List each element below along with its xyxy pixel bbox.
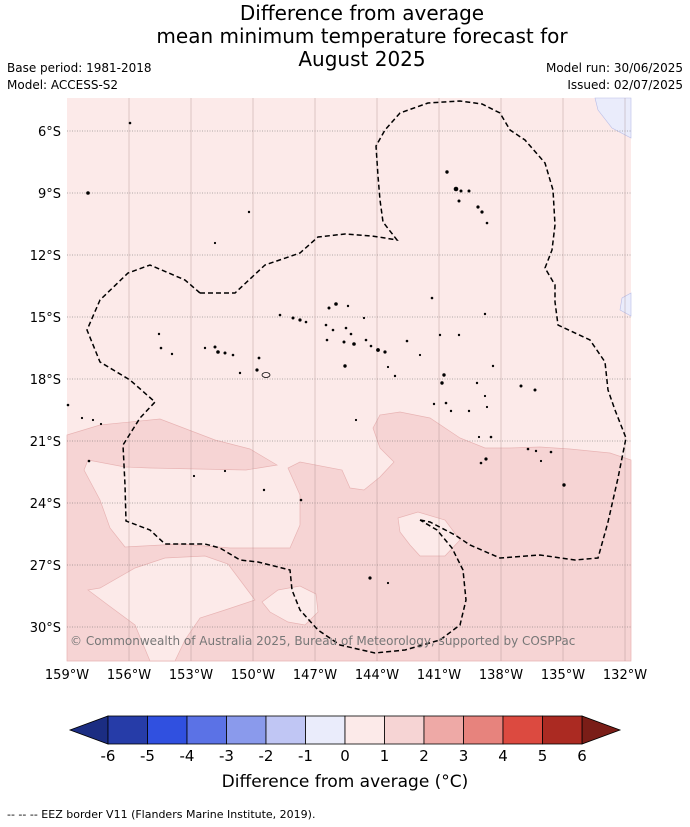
meta-right: Model run: 30/06/2025 Issued: 02/07/2025 bbox=[546, 60, 683, 94]
colorbar-swatch bbox=[423, 715, 464, 745]
lon-label: 144°W bbox=[355, 668, 399, 683]
lat-label: 30°S bbox=[30, 621, 61, 636]
mild-pocket-east bbox=[397, 511, 461, 557]
colorbar-swatch bbox=[305, 715, 346, 745]
lat-label: 27°S bbox=[30, 559, 61, 574]
lon-label: 132°W bbox=[603, 668, 647, 683]
colorbar-under-arrow bbox=[68, 715, 109, 745]
colorbar-swatch bbox=[344, 715, 385, 745]
colorbar-tick-label: -1 bbox=[298, 747, 313, 765]
lat-label: 12°S bbox=[30, 249, 61, 264]
colorbar-swatch bbox=[107, 715, 148, 745]
colorbar-tick-label: -2 bbox=[259, 747, 274, 765]
lat-labels: 6°S 9°S 12°S 15°S 18°S 21°S 24°S 27°S 30… bbox=[30, 125, 61, 636]
colorbar-tick-label: -3 bbox=[219, 747, 234, 765]
colorbar-swatch bbox=[147, 715, 188, 745]
meridians bbox=[128, 98, 626, 661]
colorbar-swatch bbox=[542, 715, 583, 745]
colorbar-swatch bbox=[502, 715, 543, 745]
colorbar-tick-label: 3 bbox=[459, 747, 469, 765]
issued-date: Issued: 02/07/2025 bbox=[567, 78, 683, 92]
atoll-ring bbox=[261, 372, 271, 378]
meta-left: Base period: 1981-2018 Model: ACCESS-S2 bbox=[7, 60, 152, 94]
eez-border-west bbox=[200, 100, 627, 561]
lat-label: 6°S bbox=[38, 125, 61, 140]
lon-label: 156°W bbox=[107, 668, 151, 683]
lat-label: 9°S bbox=[38, 187, 61, 202]
colorbar-swatch bbox=[186, 715, 227, 745]
model-name: Model: ACCESS-S2 bbox=[7, 78, 119, 92]
map-title-line-1: Difference from average bbox=[239, 1, 485, 25]
lon-label: 153°W bbox=[169, 668, 213, 683]
colorbar-tick-label: 1 bbox=[380, 747, 390, 765]
base-period: Base period: 1981-2018 bbox=[7, 61, 152, 75]
colorbar-swatch bbox=[463, 715, 504, 745]
model-run: Model run: 30/06/2025 bbox=[545, 61, 683, 75]
colorbar-swatch bbox=[384, 715, 425, 745]
mild-pocket-sw bbox=[87, 555, 256, 662]
lat-label: 15°S bbox=[30, 311, 61, 326]
lat-label: 24°S bbox=[30, 497, 61, 512]
colorbar-label: Difference from average (°C) bbox=[221, 772, 469, 792]
colorbar-tick-label: 0 bbox=[340, 747, 350, 765]
colorbar-tick-label: 4 bbox=[498, 747, 508, 765]
colorbar-tick-label: -6 bbox=[101, 747, 116, 765]
lon-label: 147°W bbox=[293, 668, 337, 683]
lon-label: 135°W bbox=[541, 668, 585, 683]
copyright-notice: © Commonwealth of Australia 2025, Bureau… bbox=[70, 634, 576, 648]
gridlines bbox=[67, 130, 631, 628]
colorbar-swatch bbox=[265, 715, 306, 745]
colorbar-tick-label: 5 bbox=[538, 747, 548, 765]
lon-label: 138°W bbox=[479, 668, 523, 683]
eez-footnote: -- -- -- EEZ border V11 (Flanders Marine… bbox=[7, 808, 316, 821]
lat-label: 18°S bbox=[30, 373, 61, 388]
colorbar-tick-label: 2 bbox=[419, 747, 429, 765]
islands bbox=[66, 121, 566, 585]
lon-label: 141°W bbox=[417, 668, 461, 683]
colorbar-over-arrow bbox=[581, 715, 622, 745]
map-title-line-2: mean minimum temperature forecast for bbox=[156, 24, 568, 48]
colorbar: -6 -5 -4 -3 -2 -1 0 1 2 3 4 5 6 bbox=[68, 715, 622, 765]
colorbar-tick-label: -5 bbox=[140, 747, 155, 765]
map-title-line-3: August 2025 bbox=[298, 47, 426, 71]
lon-labels: 159°W 156°W 153°W 150°W 147°W 144°W 141°… bbox=[45, 668, 647, 683]
eez-border-cook bbox=[86, 264, 467, 654]
colorbar-tick-label: 6 bbox=[577, 747, 587, 765]
lat-label: 21°S bbox=[30, 435, 61, 450]
lon-label: 150°W bbox=[231, 668, 275, 683]
colorbar-swatch bbox=[226, 715, 267, 745]
colorbar-tick-label: -4 bbox=[180, 747, 195, 765]
lon-label: 159°W bbox=[45, 668, 89, 683]
